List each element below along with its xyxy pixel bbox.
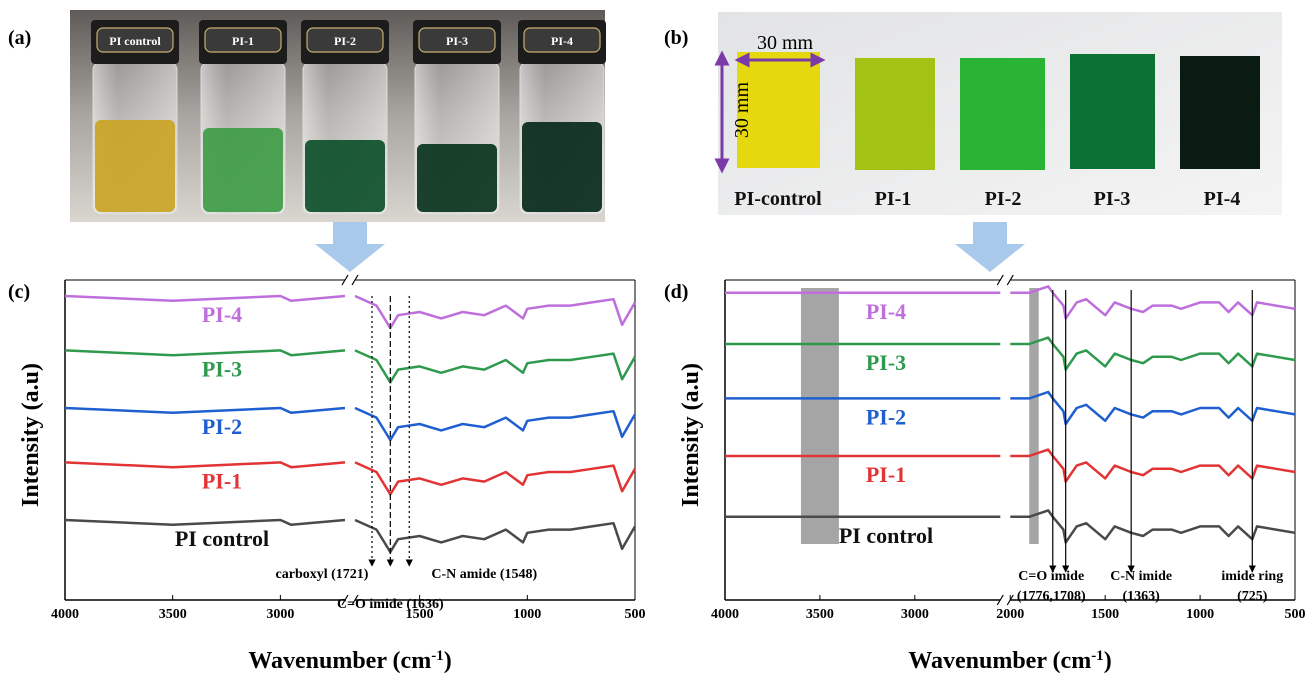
y-axis-label: Intensity (a.u) (678, 363, 704, 507)
annotation-label: imide ring (1221, 569, 1283, 584)
series-label: PI-2 (866, 404, 906, 429)
annotation-sublabel: (725) (1237, 589, 1268, 604)
x-axis-label-part: -1 (431, 648, 444, 664)
vial-label: PI-4 (551, 34, 573, 48)
spectrum-line (65, 520, 635, 552)
x-tick-label: 4000 (711, 607, 739, 622)
vial-label: PI control (109, 34, 161, 48)
film-label: PI-control (734, 188, 822, 210)
panel-label: (b) (664, 27, 688, 49)
series-label: PI-1 (866, 462, 906, 487)
shaded-band (1029, 288, 1038, 544)
x-tick-label: 1000 (1186, 607, 1214, 622)
panel-label: (d) (664, 281, 688, 303)
x-tick-label: 500 (625, 607, 646, 622)
x-tick-label: 1000 (513, 607, 541, 622)
y-axis-label: Intensity (a.u) (18, 363, 44, 507)
vial-liquid (305, 140, 385, 212)
x-tick-label: 500 (1285, 607, 1306, 622)
vial-label: PI-3 (446, 34, 468, 48)
spectrum-line (65, 408, 635, 440)
x-axis-label-part: Wavenumber (cm (248, 648, 431, 674)
series-label: PI-3 (202, 356, 242, 381)
series-label: PI-1 (202, 468, 242, 493)
vial-photo: PI control PI-1 PI-2 PI-3 PI-4 (70, 10, 606, 222)
annotation-label: C=O imide (1018, 569, 1084, 584)
series-label: PI-4 (202, 302, 242, 327)
film-label: PI-4 (1204, 188, 1241, 210)
x-axis-label-part: Wavenumber (cm (908, 648, 1091, 674)
annotation-label: C-N amide (1548) (431, 567, 537, 582)
annotation-label: C=O imide (1636) (337, 597, 444, 612)
vial-liquid (203, 128, 283, 212)
annotation-sublabel: (1776,1708) (1017, 589, 1086, 604)
down-arrow (955, 222, 1025, 272)
shaded-band (801, 288, 839, 544)
vial-liquid (417, 144, 497, 212)
x-axis-label-part: ) (1104, 648, 1112, 674)
down-arrow (315, 222, 385, 272)
x-axis-label-part: -1 (1091, 648, 1104, 664)
x-tick-label: 1500 (1091, 607, 1119, 622)
vial-liquid (95, 120, 175, 212)
x-axis-label: Wavenumber (cm-1) (908, 648, 1111, 674)
film-label: PI-2 (985, 188, 1022, 210)
series-label: PI-3 (866, 350, 906, 375)
vial-liquid (522, 122, 602, 212)
film-label: PI-1 (875, 188, 912, 210)
panel-label: (a) (8, 27, 31, 49)
x-tick-label: 3000 (901, 607, 929, 622)
x-tick-label: 3500 (806, 607, 834, 622)
film-photo: 30 mm 30 mm PI-control PI-1 PI-2 PI-3 PI… (718, 12, 1282, 215)
panel-label: (c) (8, 281, 30, 303)
annotation-label: C-N imide (1110, 569, 1172, 584)
height-label: 30 mm (731, 82, 753, 139)
figure: PI control PI-1 PI-2 PI-3 PI-4 (a) 30 mm 30 … (0, 0, 1311, 678)
x-tick-label: 2000 (996, 607, 1024, 622)
annotation-sublabel: (1363) (1123, 589, 1161, 604)
x-tick-label: 3500 (159, 607, 187, 622)
series-label: PI control (839, 523, 933, 548)
series-label: PI control (175, 526, 269, 551)
series-label: PI-2 (202, 414, 242, 439)
x-tick-label: 4000 (51, 607, 79, 622)
x-axis-label-part: ) (444, 648, 452, 674)
spectrum-line (65, 462, 635, 494)
vial-label: PI-2 (334, 34, 356, 48)
spectrum-line (65, 350, 635, 382)
annotation-label: carboxyl (1721) (276, 567, 369, 582)
x-tick-label: 3000 (266, 607, 294, 622)
series-label: PI-4 (866, 299, 906, 324)
width-label: 30 mm (757, 32, 814, 54)
vial-label: PI-1 (232, 34, 254, 48)
x-axis-label: Wavenumber (cm-1) (248, 648, 451, 674)
film-label: PI-3 (1094, 188, 1131, 210)
spectrum-line (65, 296, 635, 328)
